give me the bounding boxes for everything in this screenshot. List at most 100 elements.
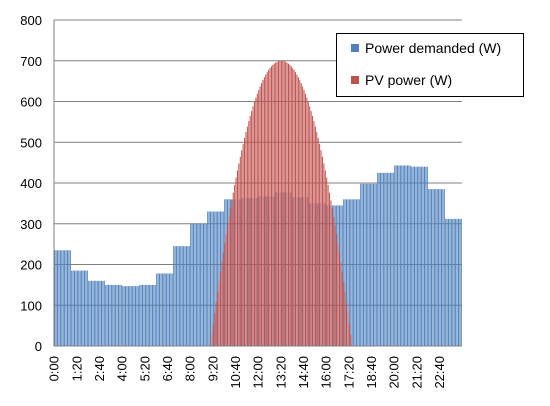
bar-power-demanded xyxy=(146,284,148,347)
bar-pv-power xyxy=(329,192,331,346)
x-tick-label: 13:20 xyxy=(273,356,288,389)
bar-power-demanded xyxy=(370,183,372,346)
bar-power-demanded xyxy=(125,286,127,346)
bar-power-demanded xyxy=(149,284,151,347)
bar-power-demanded xyxy=(208,211,210,346)
bar-pv-power xyxy=(214,312,216,346)
bar-power-demanded xyxy=(421,166,423,346)
bar-pv-power xyxy=(255,97,257,346)
bar-pv-power xyxy=(225,234,227,346)
bar-pv-power xyxy=(266,72,268,346)
bar-power-demanded xyxy=(127,286,129,346)
bar-pv-power xyxy=(286,62,288,346)
bar-power-demanded xyxy=(398,165,400,346)
bar-power-demanded xyxy=(384,172,386,346)
bar-power-demanded xyxy=(126,286,128,346)
bar-power-demanded xyxy=(59,250,61,346)
bar-power-demanded xyxy=(86,270,88,346)
bar-pv-power xyxy=(268,69,270,347)
bar-pv-power xyxy=(338,252,340,346)
x-tick-labels: 0:00 1:20 2:40 4:00 5:20 6:40 8:00 9:20 10:40 12:… xyxy=(47,356,447,389)
bar-power-demanded xyxy=(71,270,73,346)
legend-item-power-demanded: Power demanded (W) xyxy=(351,40,501,56)
bar-power-demanded xyxy=(371,183,373,346)
bar-power-demanded xyxy=(365,183,367,346)
bar-power-demanded xyxy=(344,199,346,346)
bar-power-demanded xyxy=(180,246,182,346)
bar-power-demanded xyxy=(405,165,407,346)
bar-power-demanded xyxy=(399,165,401,346)
bar-power-demanded xyxy=(346,199,348,346)
bar-power-demanded xyxy=(170,273,172,346)
bar-power-demanded xyxy=(177,246,179,346)
bar-power-demanded xyxy=(195,223,197,346)
bar-power-demanded xyxy=(372,183,374,346)
bar-pv-power xyxy=(278,61,280,347)
bar-power-demanded xyxy=(163,273,165,346)
bar-power-demanded xyxy=(136,286,138,346)
bar-power-demanded xyxy=(416,166,418,346)
bar-power-demanded xyxy=(139,284,141,347)
bar-power-demanded xyxy=(358,199,360,346)
bar-pv-power xyxy=(222,252,224,346)
bar-pv-power xyxy=(238,163,240,346)
bar-power-demanded xyxy=(187,246,189,346)
y-tick-label-700: 700 xyxy=(20,54,42,69)
bar-power-demanded xyxy=(388,172,390,346)
bar-pv-power xyxy=(316,132,318,346)
bar-power-demanded xyxy=(445,218,447,346)
bar-power-demanded xyxy=(350,199,352,346)
bar-power-demanded xyxy=(361,183,363,346)
bar-pv-power xyxy=(262,80,264,346)
series-pv-power xyxy=(211,60,352,347)
bar-power-demanded xyxy=(198,223,200,346)
bar-pv-power xyxy=(229,208,231,346)
grid-lines xyxy=(54,19,462,306)
bar-pv-power xyxy=(212,323,214,346)
x-tick-label: 9:20 xyxy=(205,356,220,381)
bar-power-demanded xyxy=(65,250,67,346)
bar-power-demanded xyxy=(108,284,110,347)
bar-pv-power xyxy=(331,208,333,346)
bar-power-demanded xyxy=(54,250,56,346)
bar-pv-power xyxy=(246,126,248,346)
bar-power-demanded xyxy=(143,284,145,347)
bar-power-demanded xyxy=(432,189,434,346)
bar-power-demanded xyxy=(151,284,153,347)
bar-power-demanded xyxy=(375,183,377,346)
x-tick-label: 8:00 xyxy=(183,356,198,381)
bar-power-demanded xyxy=(387,172,389,346)
bar-power-demanded xyxy=(204,223,206,346)
bar-pv-power xyxy=(344,291,346,346)
bar-power-demanded xyxy=(381,172,383,346)
bar-power-demanded xyxy=(360,183,362,346)
bar-power-demanded xyxy=(207,211,209,346)
bar-pv-power xyxy=(253,101,255,346)
bar-power-demanded xyxy=(58,250,60,346)
bar-power-demanded xyxy=(446,218,448,346)
bar-power-demanded xyxy=(96,280,98,346)
bar-power-demanded xyxy=(100,280,102,346)
bar-pv-power xyxy=(319,143,321,346)
bar-pv-power xyxy=(346,302,348,346)
bar-power-demanded xyxy=(62,250,64,346)
x-tick-label: 6:40 xyxy=(160,356,175,381)
bar-power-demanded xyxy=(210,211,212,346)
bar-power-demanded xyxy=(79,270,81,346)
bar-pv-power xyxy=(341,271,343,346)
bar-power-demanded xyxy=(460,218,462,346)
bar-power-demanded xyxy=(156,273,158,346)
bar-pv-power xyxy=(334,225,336,346)
bar-power-demanded xyxy=(112,284,114,347)
bar-power-demanded xyxy=(433,189,435,346)
y-tick-label-600: 600 xyxy=(20,95,42,110)
bar-power-demanded xyxy=(392,172,394,346)
bar-power-demanded xyxy=(412,166,414,346)
bar-power-demanded xyxy=(397,165,399,346)
x-tick-label: 10:40 xyxy=(228,356,243,389)
bar-power-demanded xyxy=(167,273,169,346)
bar-power-demanded xyxy=(88,280,90,346)
bar-power-demanded xyxy=(197,223,199,346)
bar-power-demanded xyxy=(166,273,168,346)
